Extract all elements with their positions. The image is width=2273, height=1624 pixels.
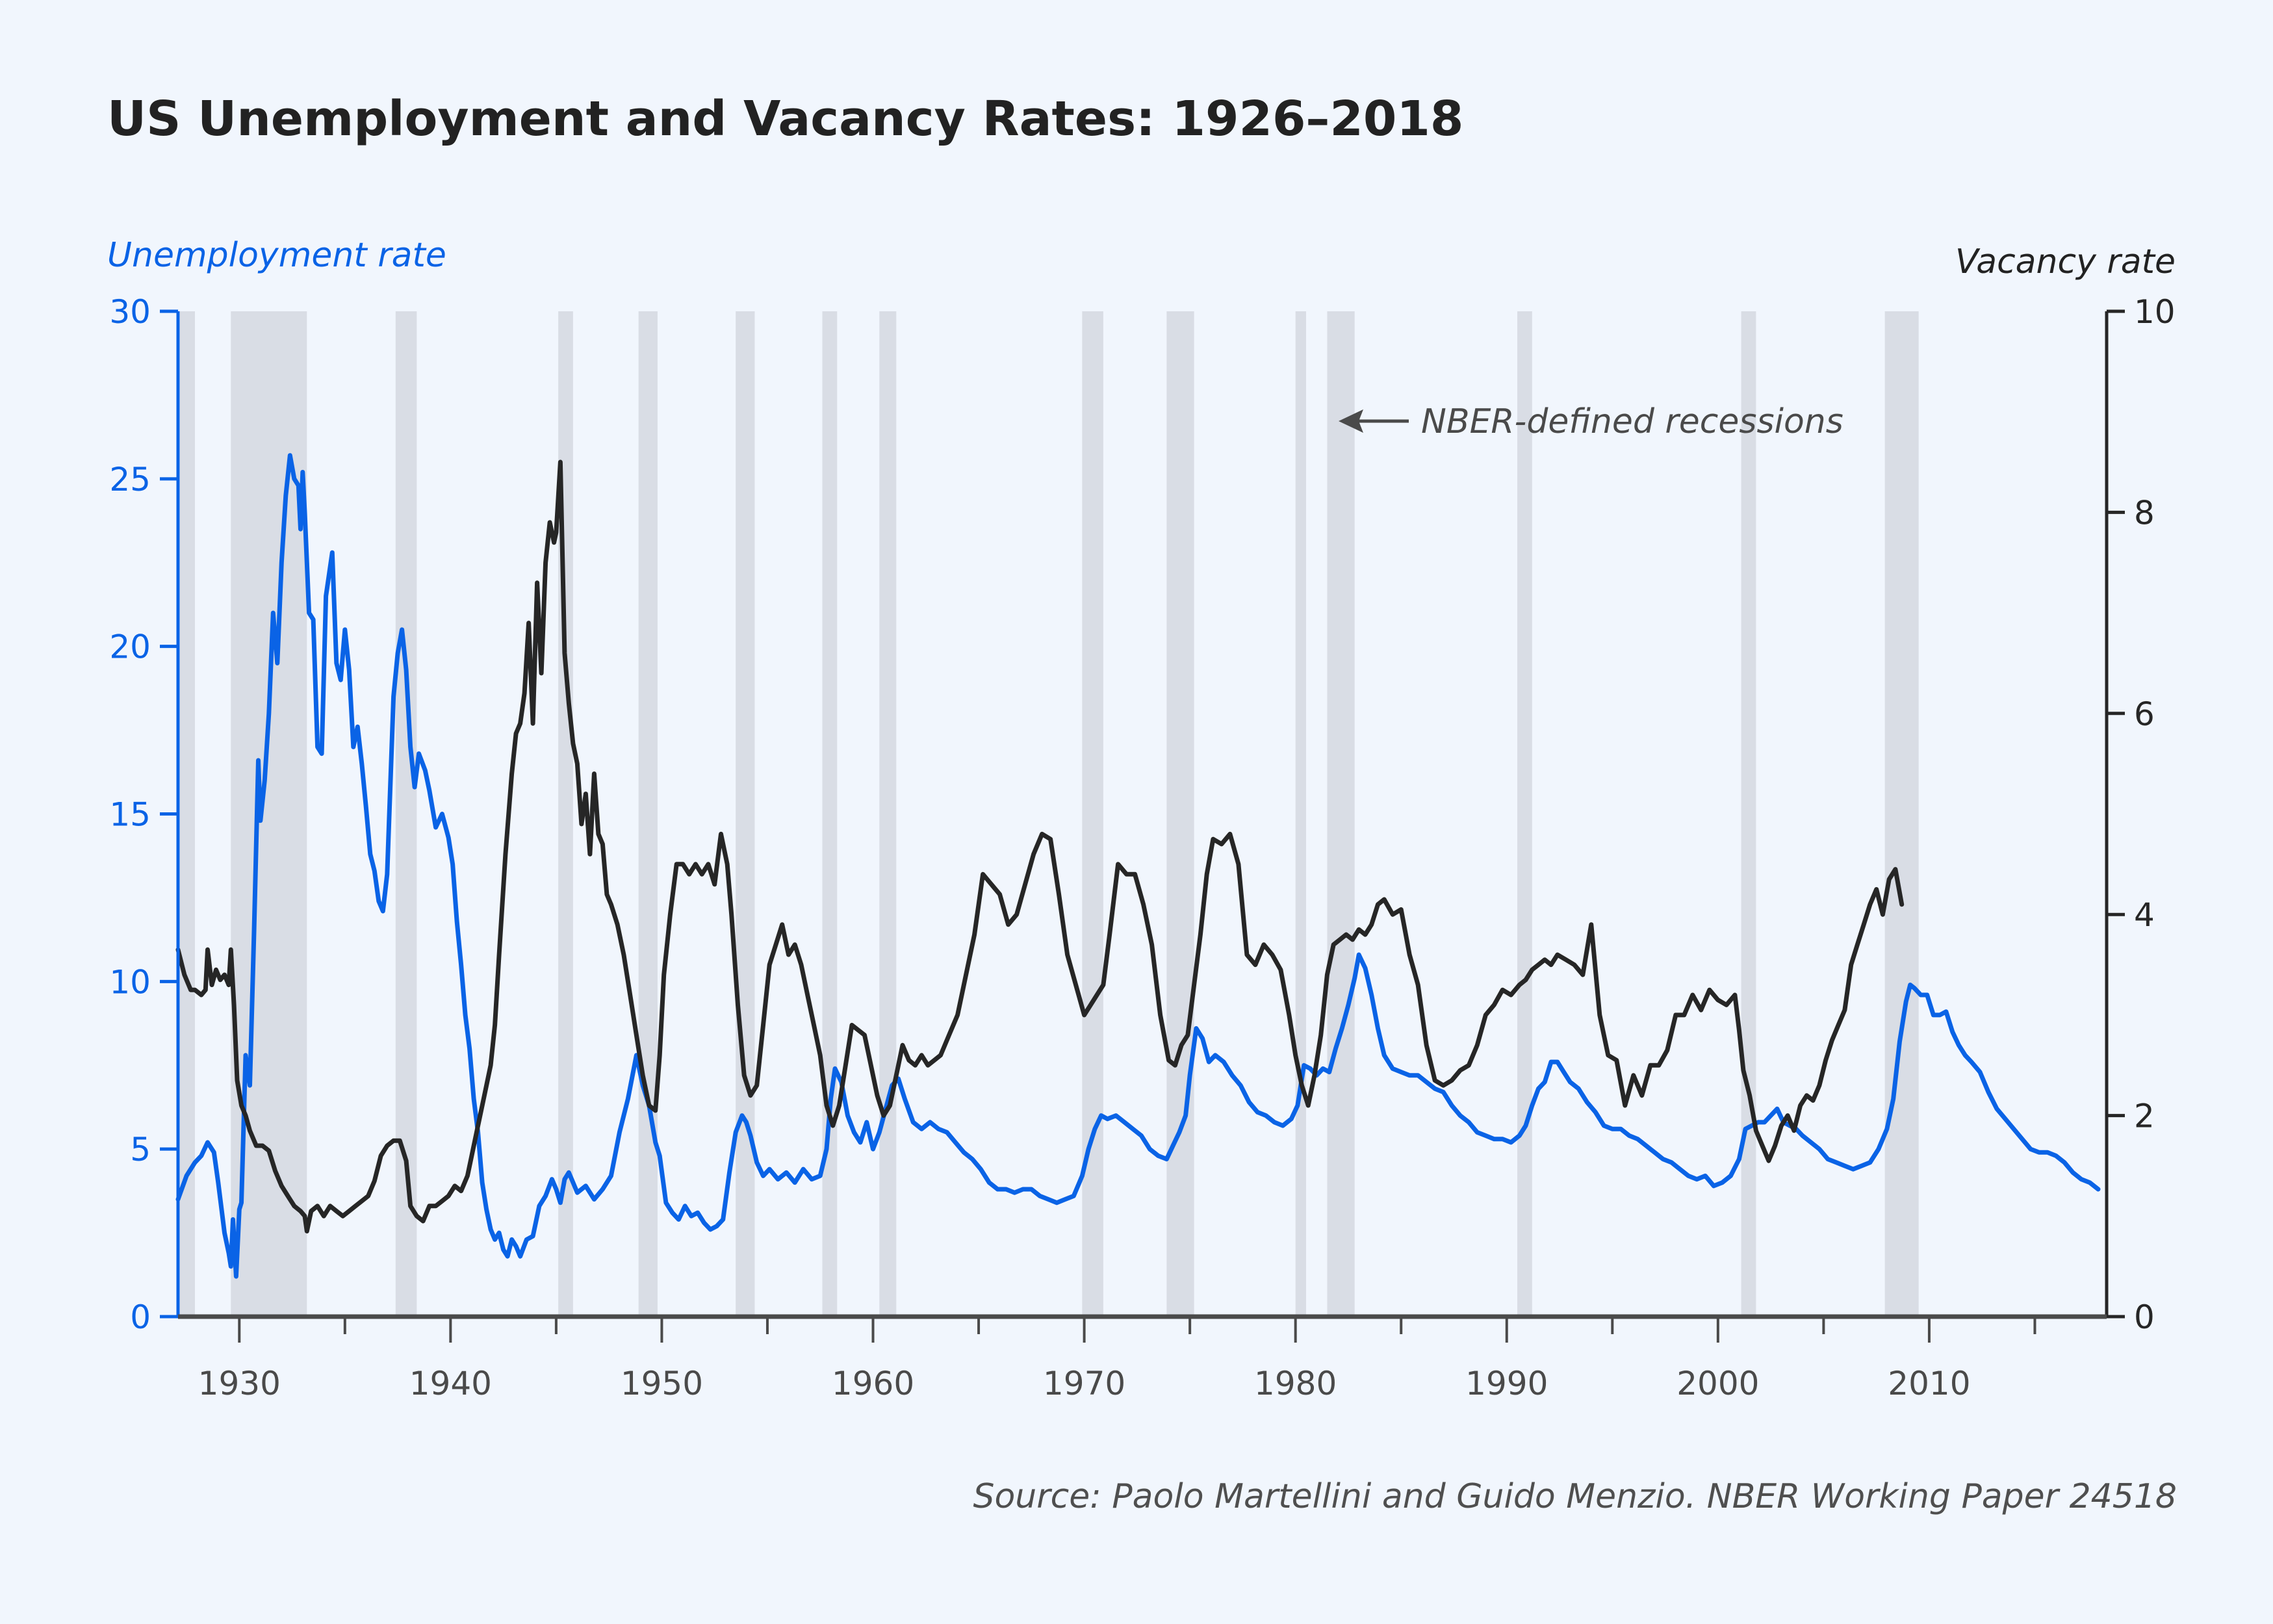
x-axis-tick-label: 1980 — [1254, 1365, 1337, 1402]
recession-bands — [180, 311, 1919, 1317]
recession-band — [822, 311, 838, 1317]
x-axis-tick-label: 1940 — [409, 1365, 492, 1402]
recession-band — [1295, 311, 1306, 1317]
recession-band — [180, 311, 196, 1317]
source-note: Source: Paolo Martellini and Guido Menzi… — [973, 1477, 2177, 1516]
arrow-left-icon — [1339, 409, 1363, 433]
left-axis-tick-label: 5 — [130, 1131, 151, 1168]
right-axis-tick-label: 10 — [2134, 293, 2176, 331]
left-axis-tick-label: 15 — [109, 796, 151, 834]
recession-band — [1517, 311, 1532, 1317]
right-axis-tick-label: 0 — [2134, 1298, 2155, 1336]
x-axis-tick-label: 1950 — [621, 1365, 703, 1402]
right-axis-tick-label: 6 — [2134, 695, 2155, 733]
unemployment-rate-line — [175, 453, 2101, 1279]
recession-band — [736, 311, 755, 1317]
x-axis-tick-label: 1970 — [1043, 1365, 1125, 1402]
recession-band — [395, 311, 417, 1317]
left-axis-title: Unemployment rate — [107, 236, 446, 275]
recession-band — [1082, 311, 1103, 1317]
x-axis-tick-label: 1930 — [198, 1365, 281, 1402]
recession-annotation: NBER-defined recessions — [1339, 402, 1843, 441]
annotation-label: NBER-defined recessions — [1421, 402, 1843, 441]
right-axis-tick-label: 2 — [2134, 1098, 2155, 1135]
vacancy-rate-line — [175, 459, 1905, 1233]
x-axis-tick-label: 1960 — [832, 1365, 914, 1402]
left-axis-tick-label: 20 — [109, 628, 151, 666]
chart-title: US Unemployment and Vacancy Rates: 1926–… — [107, 91, 1463, 147]
right-axis-title: Vacancy rate — [1955, 242, 2176, 281]
left-axis-tick-label: 10 — [109, 963, 151, 1001]
x-axis-tick-label: 2000 — [1676, 1365, 1759, 1402]
axes: 0 5 10 15 20 25 30 0 2 4 6 8 10 1930 1940 1950 1960 1970 1… — [109, 293, 2175, 1402]
right-axis-tick-label: 4 — [2134, 896, 2155, 934]
left-axis-tick-label: 25 — [109, 461, 151, 498]
recession-band — [1741, 311, 1756, 1317]
left-axis-tick-label: 30 — [109, 293, 151, 331]
recession-band — [1327, 311, 1355, 1317]
right-axis-tick-label: 8 — [2134, 494, 2155, 532]
recession-band — [638, 311, 658, 1317]
left-axis-tick-label: 0 — [130, 1298, 151, 1336]
recession-band — [1884, 311, 1919, 1317]
series-lines — [175, 453, 2101, 1279]
x-axis-tick-label: 2010 — [1888, 1365, 1970, 1402]
recession-band — [1166, 311, 1194, 1317]
x-axis-tick-label: 1990 — [1465, 1365, 1548, 1402]
recession-band — [879, 311, 897, 1317]
